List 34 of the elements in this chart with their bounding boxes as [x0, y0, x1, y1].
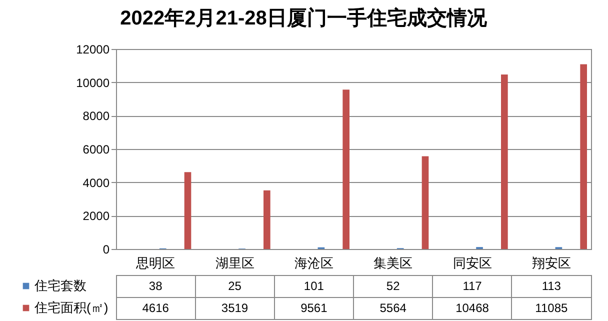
data-label: 4616: [142, 301, 170, 315]
bar: [264, 190, 270, 249]
data-label: 25: [228, 279, 242, 293]
x-tick-label: 集美区: [374, 256, 413, 270]
y-tick-label: 12000: [76, 42, 110, 56]
data-label: 113: [542, 279, 562, 293]
x-tick-label: 翔安区: [532, 256, 571, 270]
data-label: 117: [462, 279, 482, 293]
data-label: 11085: [535, 301, 568, 315]
data-label: 101: [304, 279, 324, 293]
data-label: 5564: [380, 301, 407, 315]
x-tick-label: 思明区: [135, 256, 176, 270]
y-tick-label: 6000: [82, 142, 110, 156]
x-tick-label: 同安区: [452, 256, 492, 270]
y-tick-label: 10000: [76, 76, 110, 90]
data-label: 3519: [221, 301, 248, 315]
y-tick-label: 2000: [82, 209, 110, 224]
data-label: 38: [148, 279, 163, 293]
legend-label: 住宅面积(㎡): [34, 300, 108, 315]
y-tick-label: 8000: [82, 109, 110, 124]
x-tick-label: 湖里区: [215, 256, 254, 270]
data-label: 52: [386, 279, 400, 293]
bar: [342, 90, 350, 249]
chart-title: 2022年2月21-28日厦门一手住宅成交情况: [120, 6, 488, 30]
bar: [580, 64, 587, 249]
bar: [422, 156, 429, 249]
bar: [184, 172, 192, 249]
data-label: 9561: [300, 301, 328, 315]
x-tick-label: 海沧区: [294, 256, 334, 270]
y-tick-label: 4000: [82, 176, 110, 190]
y-tick-label: 0: [102, 242, 110, 256]
data-label: 10468: [456, 301, 490, 315]
bar: [501, 74, 508, 249]
legend-label: 住宅套数: [34, 278, 86, 293]
